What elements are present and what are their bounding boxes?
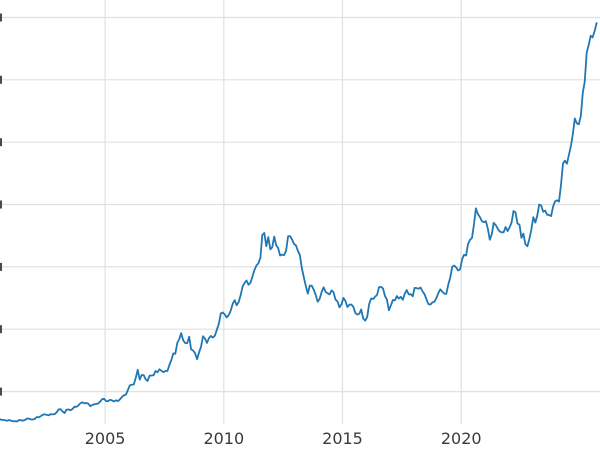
cropped-y-tick-label-fragment [0,325,2,334]
x-tick-label: 2015 [322,429,363,448]
x-tick-label: 2020 [441,429,482,448]
series-line [0,22,598,423]
cropped-y-tick-label-fragment [0,387,2,396]
cropped-y-tick-label-fragment [0,13,2,22]
cropped-y-tick-label-fragment [0,138,2,147]
cropped-y-tick-label-fragment [0,262,2,271]
x-tick-label: 2010 [203,429,244,448]
x-tick-label: 2005 [85,429,126,448]
cropped-y-tick-label-fragment [0,200,2,209]
cropped-y-tick-label-fragment [0,75,2,84]
